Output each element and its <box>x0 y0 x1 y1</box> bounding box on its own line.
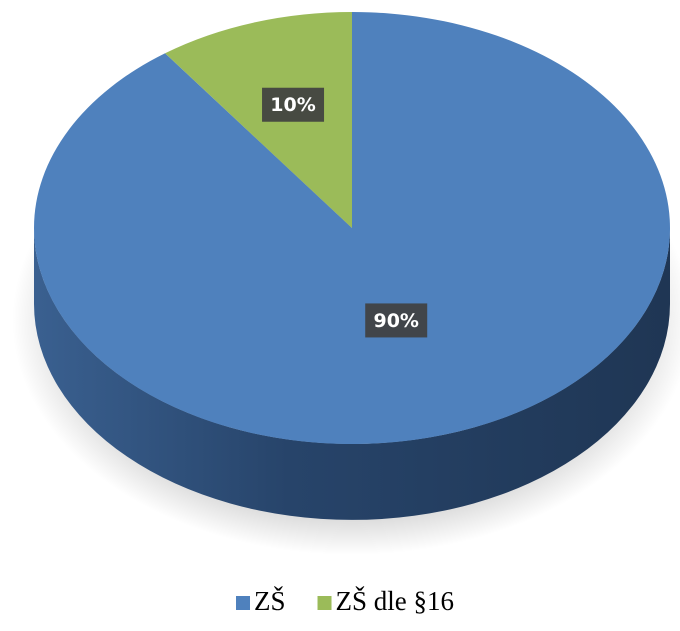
value-label-box <box>365 303 428 338</box>
pie-slice <box>33 12 671 444</box>
legend-label: ZŠ dle §16 <box>336 586 455 616</box>
value-label-box <box>262 87 325 122</box>
legend-swatch <box>236 596 250 610</box>
pie-side <box>34 228 670 520</box>
value-label: 90% <box>373 310 418 332</box>
legend-label: ZŠ <box>254 586 286 616</box>
pie-slice <box>165 12 352 228</box>
legend-swatch <box>317 596 332 610</box>
value-label: 10% <box>270 94 315 116</box>
